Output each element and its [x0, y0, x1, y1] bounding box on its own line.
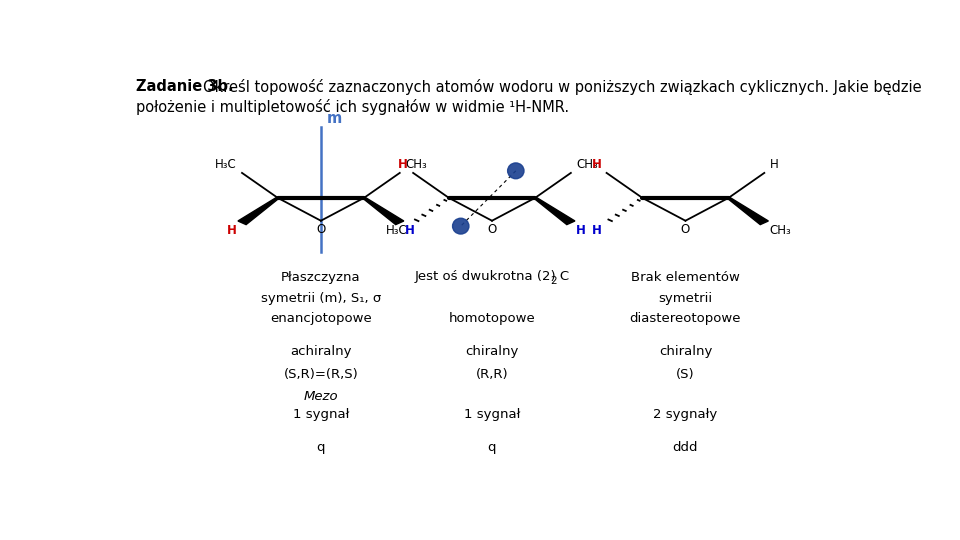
Polygon shape — [238, 197, 279, 225]
Text: (S): (S) — [676, 368, 695, 381]
Text: chiralny: chiralny — [659, 346, 712, 359]
Text: homotopowe: homotopowe — [448, 312, 536, 325]
Text: Określ topowość zaznaczonych atomów wodoru w poniższych związkach cyklicznych. J: Określ topowość zaznaczonych atomów wodo… — [203, 79, 922, 96]
Text: Brak elementów: Brak elementów — [631, 271, 740, 284]
Text: q: q — [488, 441, 496, 454]
Text: (S,R)=(R,S): (S,R)=(R,S) — [283, 368, 358, 381]
Text: m: m — [326, 111, 342, 126]
Text: H₃C: H₃C — [215, 158, 237, 171]
Text: H: H — [398, 158, 408, 171]
Text: O: O — [488, 223, 496, 236]
Text: H: H — [227, 225, 237, 238]
Text: H: H — [591, 158, 601, 171]
Polygon shape — [534, 197, 575, 225]
Text: H₃C: H₃C — [386, 225, 408, 238]
Polygon shape — [728, 197, 768, 225]
Polygon shape — [363, 197, 404, 225]
Text: ddd: ddd — [673, 441, 698, 454]
Text: H: H — [591, 225, 601, 238]
Text: Mezo: Mezo — [303, 389, 338, 402]
Text: H: H — [576, 225, 586, 238]
Text: 2 sygnały: 2 sygnały — [654, 408, 717, 421]
Text: Zadanie 3b.: Zadanie 3b. — [136, 79, 234, 94]
Text: 2: 2 — [550, 275, 557, 286]
Text: CH₃: CH₃ — [405, 158, 426, 171]
Text: Jest oś dwukrotna (2) C: Jest oś dwukrotna (2) C — [415, 270, 569, 283]
Text: położenie i multipletowość ich sygnałów w widmie ¹H-NMR.: położenie i multipletowość ich sygnałów … — [136, 99, 569, 115]
Text: 1 sygnał: 1 sygnał — [464, 408, 520, 421]
Ellipse shape — [508, 163, 524, 179]
Text: enancjotopowe: enancjotopowe — [270, 312, 372, 325]
Text: q: q — [317, 441, 325, 454]
Text: CH₃: CH₃ — [770, 225, 791, 238]
Text: H: H — [770, 158, 779, 171]
Text: diastereotopowe: diastereotopowe — [630, 312, 741, 325]
Text: CH₃: CH₃ — [576, 158, 598, 171]
Text: H: H — [405, 225, 415, 238]
Text: achiralny: achiralny — [290, 346, 351, 359]
Text: 1 sygnał: 1 sygnał — [293, 408, 349, 421]
Text: symetrii (m), S₁, σ: symetrii (m), S₁, σ — [261, 292, 381, 305]
Text: (R,R): (R,R) — [476, 368, 508, 381]
Text: chiralny: chiralny — [466, 346, 518, 359]
Text: O: O — [681, 223, 690, 236]
Text: Płaszczyzna: Płaszczyzna — [281, 271, 361, 284]
Ellipse shape — [452, 218, 468, 234]
Text: symetrii: symetrii — [659, 292, 712, 305]
Text: O: O — [316, 223, 325, 236]
